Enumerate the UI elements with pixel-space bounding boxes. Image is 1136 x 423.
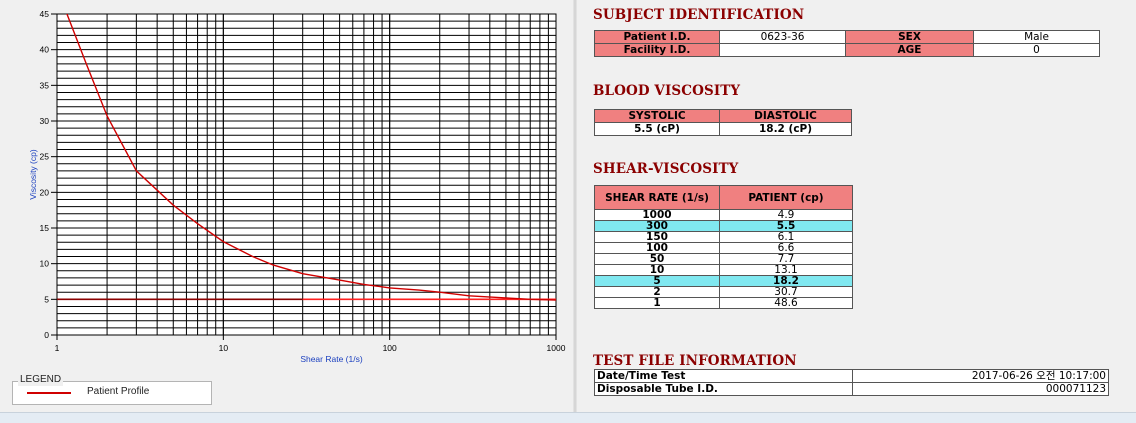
patient-viscosity-cell: 6.1: [719, 231, 853, 243]
table-row: 50 7.7: [594, 253, 853, 265]
age-value: 0: [973, 43, 1100, 57]
x-tick-label: 1: [55, 343, 60, 353]
shear-rate-cell: 1: [594, 297, 720, 309]
patient-viscosity-cell: 7.7: [719, 253, 853, 265]
patient-header: PATIENT (cp): [719, 185, 853, 210]
patient-id-label: Patient I.D.: [594, 30, 720, 44]
table-row: 100 6.6: [594, 242, 853, 254]
y-tick-label: 25: [40, 152, 50, 162]
table-row: 2 30.7: [594, 286, 853, 298]
test-file-info-table: Date/Time Test 2017-06-26 오전 10:17:00 Di…: [594, 369, 1109, 396]
legend-line-patient: [27, 392, 71, 394]
systolic-value: 5.5 (cP): [594, 122, 720, 136]
shear-rate-cell: 150: [594, 231, 720, 243]
patient-viscosity-cell: 4.9: [719, 209, 853, 221]
facility-id-label: Facility I.D.: [594, 43, 720, 57]
patient-viscosity-cell: 30.7: [719, 286, 853, 298]
tube-id-label: Disposable Tube I.D.: [594, 382, 853, 396]
y-tick-label: 15: [40, 223, 50, 233]
patient-viscosity-cell: 13.1: [719, 264, 853, 276]
shear-rate-cell: 50: [594, 253, 720, 265]
y-axis-label: Viscosity (cp): [28, 149, 38, 200]
graph-panel: 0 5 10 15 20 25 30 35 40 45 1 10 100 1000 Shear Rate (…: [0, 0, 572, 412]
subject-section-title: SUBJECT IDENTIFICATION: [593, 7, 805, 23]
patient-viscosity-cell: 6.6: [719, 242, 853, 254]
series-line-patient-profile: [66, 14, 556, 301]
patient-viscosity-cell: 5.5: [719, 220, 853, 232]
panel-divider[interactable]: [572, 0, 578, 412]
shear-rate-cell: 5: [594, 275, 720, 287]
patient-viscosity-cell: 48.6: [719, 297, 853, 309]
shear-rate-cell: 100: [594, 242, 720, 254]
y-tick-label: 45: [40, 9, 50, 19]
shear-rate-cell: 10: [594, 264, 720, 276]
table-row: 10 13.1: [594, 264, 853, 276]
y-tick-label: 30: [40, 116, 50, 126]
table-row: 5 18.2: [594, 275, 853, 287]
y-tick-label: 20: [40, 187, 50, 197]
blood-viscosity-title: BLOOD VISCOSITY: [593, 83, 741, 99]
shear-viscosity-table: SHEAR RATE (1/s) PATIENT (cp) 1000 4.9 300…: [594, 185, 853, 309]
y-tick-label: 40: [40, 45, 50, 55]
patient-id-value: 0623-36: [719, 30, 846, 44]
table-row: 1000 4.9: [594, 209, 853, 221]
date-time-value: 2017-06-26 오전 10:17:00: [852, 369, 1109, 383]
x-tick-label: 1000: [547, 343, 566, 353]
legend-label-patient: Patient Profile: [87, 386, 150, 397]
systolic-label: SYSTOLIC: [594, 109, 720, 123]
legend-box: LEGEND Patient Profile: [12, 374, 212, 405]
y-tick-label: 0: [44, 330, 49, 340]
age-label: AGE: [845, 43, 974, 57]
x-tick-label: 100: [383, 343, 397, 353]
shear-rate-cell: 300: [594, 220, 720, 232]
tube-id-value: 000071123: [852, 382, 1109, 396]
patient-viscosity-cell: 18.2: [719, 275, 853, 287]
table-row: 300 5.5: [594, 220, 853, 232]
shear-viscosity-title: SHEAR-VISCOSITY: [593, 161, 739, 177]
shear-rate-cell: 1000: [594, 209, 720, 221]
date-time-label: Date/Time Test: [594, 369, 853, 383]
table-row: 1 48.6: [594, 297, 853, 309]
plot-area: [56, 13, 557, 336]
shear-table-body: 1000 4.9 300 5.5 150 6.1 100 6.6 50 7.7 10 13.1 5 18.…: [594, 209, 853, 309]
sex-label: SEX: [845, 30, 974, 44]
blood-viscosity-table: SYSTOLIC DIASTOLIC 5.5 (cP) 18.2 (cP): [594, 109, 852, 136]
diastolic-value: 18.2 (cP): [719, 122, 852, 136]
report-panel: SUBJECT IDENTIFICATION Patient I.D. 0623…: [578, 0, 1136, 412]
facility-id-value: [719, 43, 846, 57]
y-tick-label: 35: [40, 80, 50, 90]
viscosity-chart: 0 5 10 15 20 25 30 35 40 45 1 10 100 1000 Shear Rate (…: [28, 9, 566, 364]
y-tick-label: 10: [40, 259, 50, 269]
x-axis-label: Shear Rate (1/s): [300, 354, 363, 364]
legend-title: LEGEND: [18, 374, 64, 386]
table-row: 150 6.1: [594, 231, 853, 243]
test-file-info-title: TEST FILE INFORMATION: [593, 353, 797, 369]
subject-table: Patient I.D. 0623-36 SEX Male Facility I…: [594, 30, 1100, 57]
diastolic-label: DIASTOLIC: [719, 109, 852, 123]
x-tick-label: 10: [219, 343, 229, 353]
status-strip: [0, 412, 1136, 423]
y-tick-label: 5: [44, 294, 49, 304]
sex-value: Male: [973, 30, 1100, 44]
shear-rate-header: SHEAR RATE (1/s): [594, 185, 720, 210]
shear-rate-cell: 2: [594, 286, 720, 298]
